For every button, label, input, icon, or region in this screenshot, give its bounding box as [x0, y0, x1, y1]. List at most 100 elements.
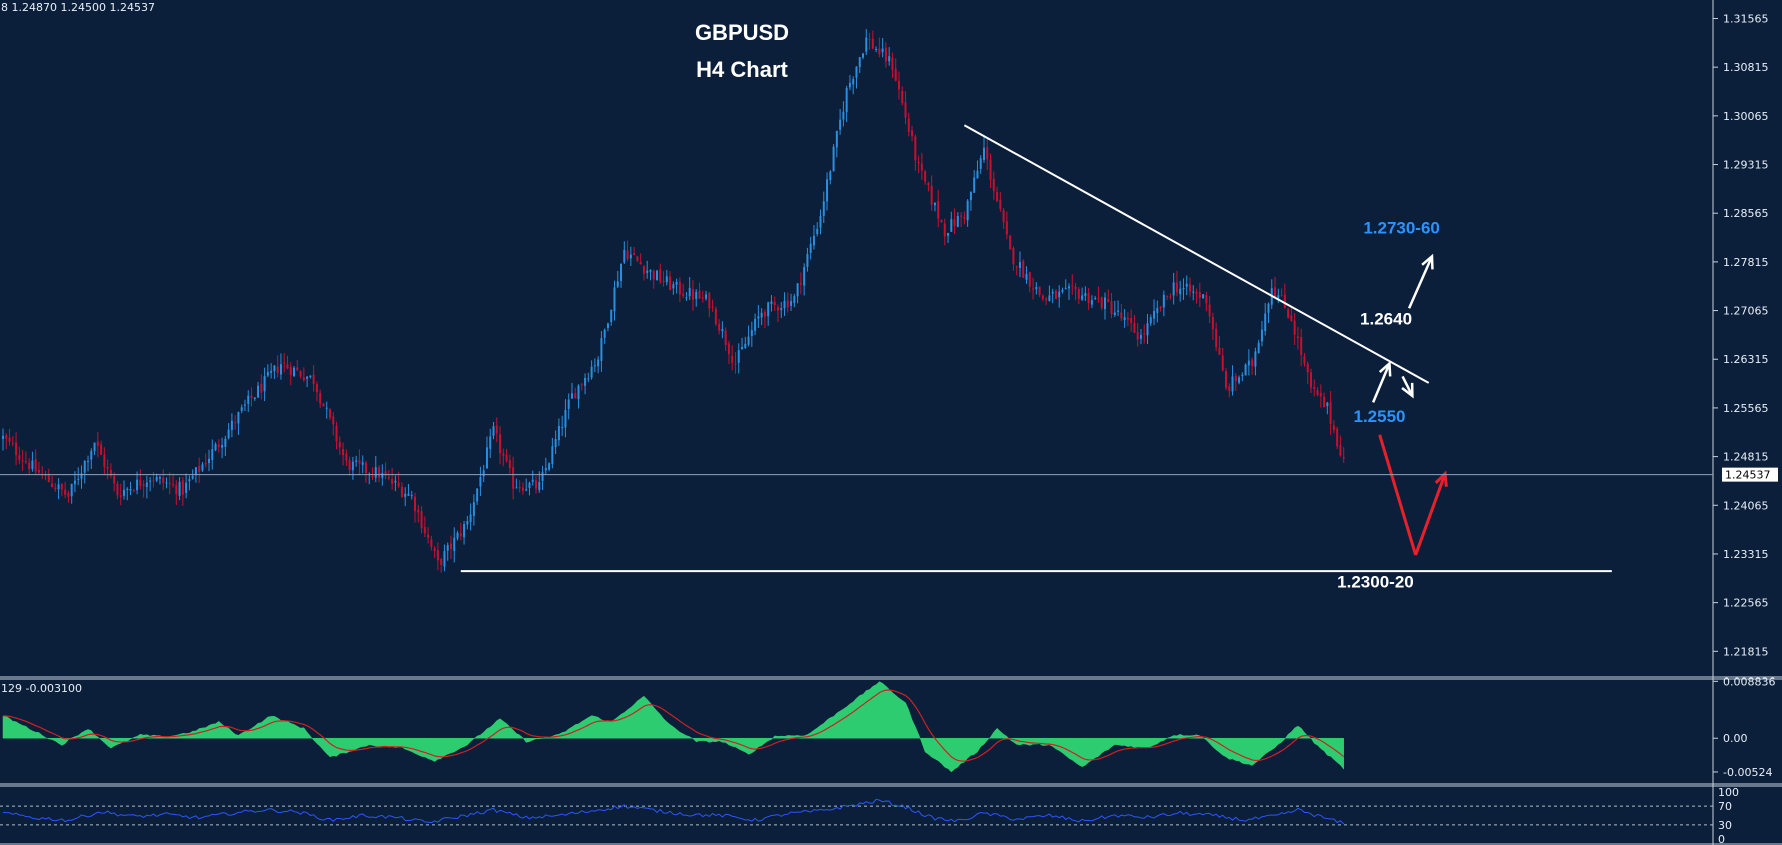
candle-body [799, 283, 802, 285]
candle-body [881, 48, 884, 53]
candle-body [770, 301, 773, 304]
candle-325 [1064, 279, 1067, 290]
candle-body [1051, 291, 1054, 294]
candle-191 [626, 240, 629, 262]
candle-101 [332, 412, 335, 436]
candle-body [989, 159, 992, 180]
candle-body [1146, 323, 1149, 336]
candle-body [8, 437, 11, 442]
price-axis: 1.31565 1.30815 1.30065 1.29315 1.28565 1.278… [1713, 12, 1769, 658]
candle-194 [636, 256, 639, 262]
candle-body [286, 364, 289, 369]
candle-body [786, 300, 789, 308]
candle-body [1313, 386, 1316, 389]
rsi-tick-label: 100 [1718, 786, 1739, 799]
arrow-shaft [1414, 473, 1447, 556]
candle-215 [705, 290, 708, 301]
candle-body [695, 291, 698, 300]
candle-body [979, 158, 982, 169]
candle-body [400, 486, 403, 497]
candle-330 [1081, 287, 1084, 301]
candle-295 [966, 199, 969, 227]
candle-37 [122, 480, 125, 500]
candle-body [584, 378, 587, 386]
candle-body [521, 487, 524, 491]
candle-body [691, 289, 694, 300]
candle-364 [1192, 285, 1195, 301]
candle-195 [639, 253, 642, 265]
candle-67 [221, 437, 224, 459]
candle-body [1084, 293, 1087, 297]
candle-385 [1260, 320, 1263, 347]
candle-body [1339, 445, 1342, 456]
candle-body [714, 308, 717, 325]
current-price-box [1722, 467, 1778, 482]
candle-73 [240, 404, 243, 414]
candle-200 [656, 269, 658, 281]
candle-404 [1323, 392, 1326, 408]
candle-90 [296, 359, 299, 372]
candle-body [809, 243, 812, 253]
candle-body [1332, 425, 1335, 430]
candle-393 [1287, 307, 1290, 319]
candle-276 [904, 91, 907, 125]
candle-body [796, 283, 799, 297]
candle-body [1035, 286, 1038, 290]
candle-body [819, 215, 822, 228]
candle-body [37, 470, 40, 473]
candle-body [1205, 295, 1208, 304]
macd-readout: 129 -0.003100 [1, 682, 82, 695]
candle-21 [70, 483, 73, 504]
candle-261 [855, 66, 858, 89]
price-tick-label: 1.31565 [1723, 12, 1769, 25]
candle-20 [67, 490, 70, 503]
candle-body [750, 330, 753, 337]
candle-66 [217, 439, 220, 453]
candle-body [724, 330, 727, 345]
candle-body [162, 477, 165, 483]
candle-178 [584, 373, 587, 395]
candle-303 [992, 171, 995, 200]
candle-291 [953, 208, 956, 235]
candle-408 [1336, 426, 1339, 450]
candle-27 [90, 448, 93, 470]
candle-body [31, 460, 34, 470]
candle-body [554, 439, 557, 448]
candle-body [1130, 317, 1133, 324]
candle-body [57, 484, 60, 490]
candle-body [701, 297, 704, 299]
candle-238 [780, 302, 783, 318]
candle-body [1143, 333, 1146, 335]
candle-body [1149, 317, 1152, 324]
candle-body [224, 438, 227, 447]
candle-175 [574, 387, 577, 399]
candle-body [1287, 309, 1290, 318]
candle-body [505, 454, 508, 461]
candle-143 [469, 503, 472, 531]
candle-222 [727, 340, 730, 365]
candle-body [1224, 370, 1227, 388]
candle-310 [1015, 265, 1018, 276]
candle-body [629, 254, 632, 259]
candle-318 [1041, 294, 1044, 302]
candle-270 [884, 42, 887, 68]
candle-body [417, 509, 420, 513]
candle-183 [600, 331, 603, 372]
candle-345 [1130, 309, 1133, 332]
candle-body [423, 527, 426, 534]
candle-288 [943, 218, 946, 246]
candle-body [364, 462, 367, 473]
candle-body [548, 463, 551, 470]
candle-body [1342, 457, 1345, 459]
candle-286 [937, 189, 940, 228]
candle-227 [744, 336, 747, 349]
candle-49 [162, 469, 165, 491]
candle-403 [1319, 384, 1322, 408]
candle-256 [839, 109, 842, 135]
candle-body [440, 559, 443, 565]
candle-231 [757, 305, 760, 328]
candle-body [489, 436, 492, 449]
candle-body [1156, 308, 1159, 313]
candle-99 [325, 401, 328, 419]
candle-body [868, 39, 871, 41]
